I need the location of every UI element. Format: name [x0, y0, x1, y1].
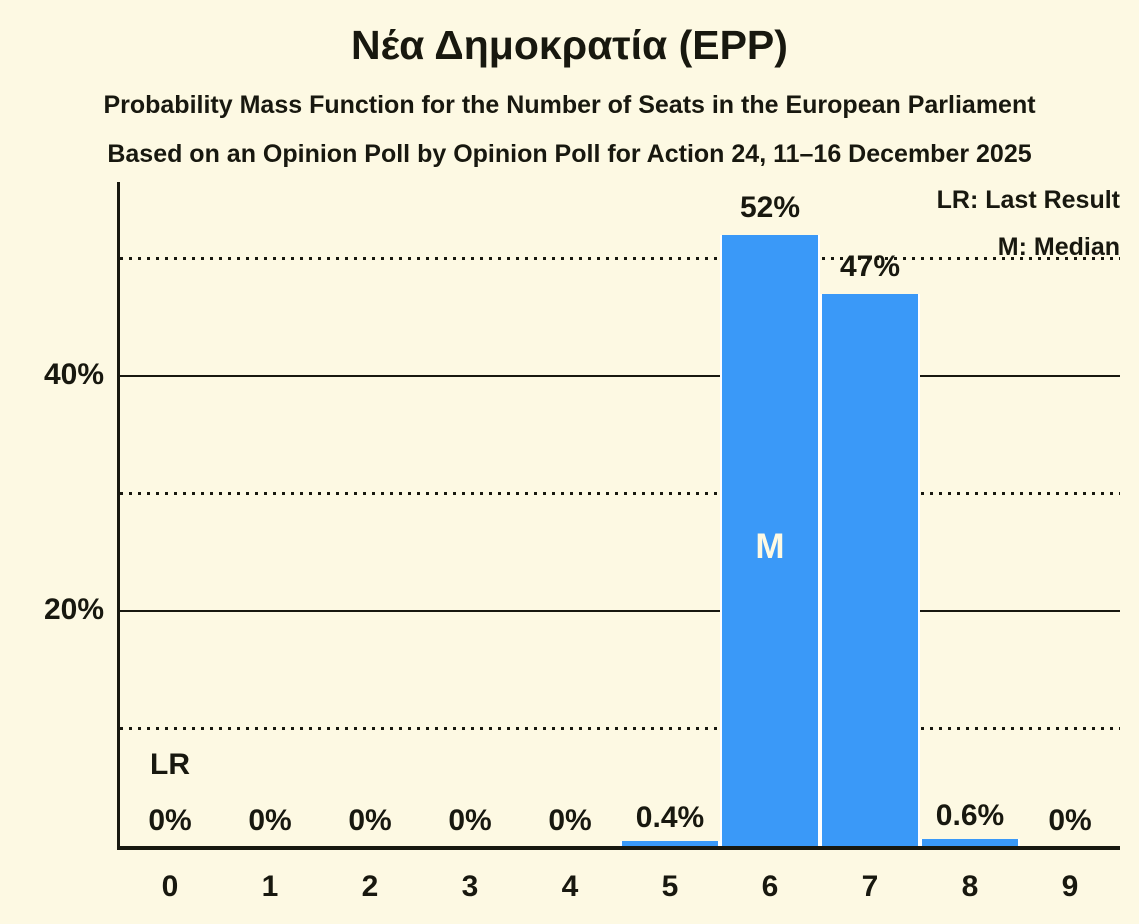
bar-value-label-8: 0.6% [935, 799, 1005, 832]
x-tick-label-3: 3 [461, 870, 479, 903]
bar-seat-8 [920, 839, 1020, 846]
bar-value-label-0: 0% [148, 804, 192, 837]
bar-value-label-4: 0% [548, 804, 592, 837]
gridline-solid-20 [120, 610, 1120, 612]
x-axis-line [117, 846, 1120, 850]
bar-value-label-2: 0% [348, 804, 392, 837]
gridline-dotted-30 [120, 492, 1120, 495]
x-tick-label-4: 4 [561, 870, 579, 903]
y-tick-label-40: 40% [43, 358, 104, 391]
x-tick-label-9: 9 [1061, 870, 1079, 903]
x-tick-label-1: 1 [261, 870, 279, 903]
last-result-marker: LR [150, 748, 190, 781]
bar-value-label-5: 0.4% [635, 801, 705, 834]
x-tick-label-6: 6 [761, 870, 779, 903]
x-tick-label-8: 8 [961, 870, 979, 903]
x-tick-label-5: 5 [661, 870, 679, 903]
bar-value-label-7: 47% [839, 250, 901, 283]
gridline-solid-40 [120, 375, 1120, 377]
x-tick-label-0: 0 [161, 870, 179, 903]
bar-seat-6 [720, 235, 820, 846]
bar-value-label-6: 52% [739, 191, 801, 224]
median-marker: M [755, 527, 785, 566]
legend-last-result: LR: Last Result [936, 186, 1120, 214]
gridline-dotted-50 [120, 257, 1120, 260]
bar-seat-5 [620, 841, 720, 846]
chart-subtitle-line1: Probability Mass Function for the Number… [103, 91, 1036, 119]
y-axis-line [117, 182, 120, 850]
legend-median: M: Median [997, 233, 1120, 261]
x-tick-label-2: 2 [361, 870, 379, 903]
gridline-dotted-10 [120, 727, 1120, 730]
chart-subtitle-line2: Based on an Opinion Poll by Opinion Poll… [107, 140, 1032, 168]
y-tick-label-20: 20% [43, 593, 104, 626]
bar-seat-7 [820, 294, 920, 846]
chart-title: Νέα Δημοκρατία (EPP) [351, 22, 788, 68]
x-tick-label-7: 7 [861, 870, 879, 903]
bar-value-label-1: 0% [248, 804, 292, 837]
bar-value-label-9: 0% [1048, 804, 1092, 837]
pmf-bar-chart: 0% 0% 0% 0% 0% 0.4% 52% 47% 0.6% 0% LR M 0 1 2 3 4 5 6 7 8 9 [117, 180, 1120, 902]
bar-value-label-3: 0% [448, 804, 492, 837]
